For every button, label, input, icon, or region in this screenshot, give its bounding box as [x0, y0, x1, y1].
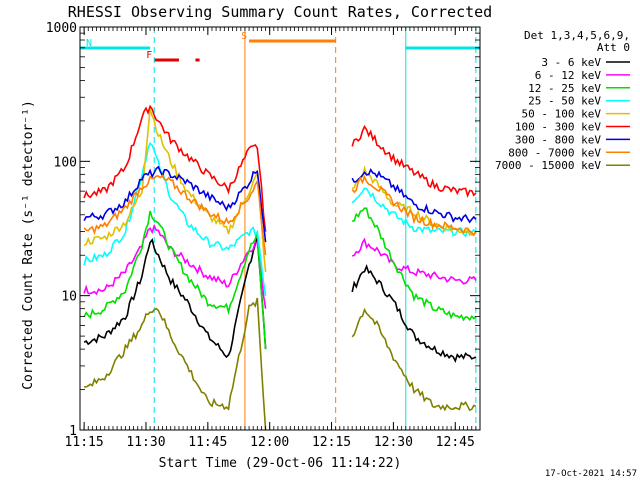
x-axis-label: Start Time (29-Oct-06 11:14:22) [159, 456, 402, 471]
x-tick-label-6: 12:45 [436, 435, 475, 450]
legend-label-5: 100 - 300 keV [515, 121, 601, 134]
legend-label-0: 3 - 6 keV [541, 56, 601, 69]
x-tick-label-4: 12:15 [312, 435, 351, 450]
series-line-3-seg-0 [83, 142, 267, 296]
series-line-0-seg-0 [83, 237, 267, 359]
series-line-7-seg-0 [83, 174, 267, 256]
series-line-8-seg-0 [84, 297, 267, 431]
timestamp-label: 17-Oct-2021 14:57 [545, 469, 637, 479]
series-line-5-seg-1 [351, 124, 477, 199]
legend-label-7: 800 - 7000 keV [508, 146, 601, 159]
series-line-6-seg-0 [83, 165, 267, 243]
series-line-3-seg-1 [351, 187, 477, 238]
series-line-1-seg-1 [351, 237, 477, 285]
legend-label-1: 6 - 12 keV [535, 69, 602, 82]
series-line-5-seg-0 [83, 104, 267, 232]
legend-label-3: 25 - 50 keV [528, 95, 601, 108]
x-tick-label-5: 12:30 [374, 435, 413, 450]
series-line-1-seg-0 [83, 223, 267, 309]
series-line-4-seg-0 [83, 108, 267, 273]
flag-n-label: N [86, 38, 92, 49]
series-line-7-seg-1 [351, 174, 477, 237]
series-line-4-seg-1 [351, 165, 477, 236]
y-tick-label-1: 10 [61, 290, 77, 305]
series-line-0-seg-1 [351, 263, 477, 363]
y-tick-label-0: 1 [69, 424, 77, 439]
flag-f-label: F [146, 50, 152, 61]
x-tick-label-2: 11:45 [188, 435, 227, 450]
y-axis-label: Corrected Count Rate (s⁻¹ detector⁻¹) [21, 100, 36, 390]
flag-s-label: S [241, 31, 247, 42]
legend-label-8: 7000 - 15000 keV [495, 159, 601, 172]
chart-title: RHESSI Observing Summary Count Rates, Co… [68, 3, 492, 21]
series-line-2-seg-1 [352, 207, 477, 322]
legend-label-2: 12 - 25 keV [528, 82, 601, 95]
legend-label-4: 50 - 100 keV [522, 108, 602, 121]
legend-header-line-1: Att 0 [597, 41, 630, 54]
y-tick-label-2: 100 [54, 155, 77, 170]
series-line-2-seg-0 [83, 210, 267, 350]
series-line-6-seg-1 [351, 168, 477, 224]
legend-header-line-0: Det 1,3,4,5,6,9, [524, 29, 630, 42]
series-line-8-seg-1 [351, 307, 477, 412]
x-tick-label-3: 12:00 [250, 435, 289, 450]
plot-frame [79, 26, 481, 431]
legend-label-6: 300 - 800 keV [515, 133, 601, 146]
x-tick-label-0: 11:15 [65, 435, 104, 450]
x-tick-label-1: 11:30 [126, 435, 165, 450]
y-tick-label-3: 1000 [46, 21, 77, 36]
